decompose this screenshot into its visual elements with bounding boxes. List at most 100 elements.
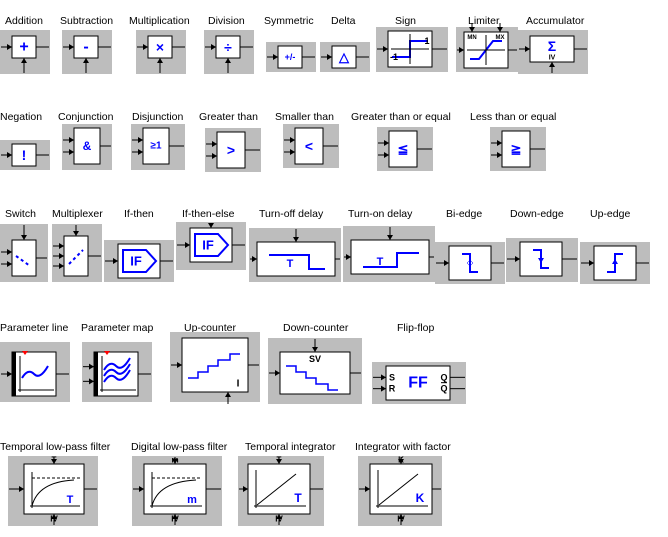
limiter-block[interactable]: MN MX — [456, 23, 518, 72]
parameter-line-block[interactable] — [0, 342, 70, 402]
flip-flop-ff: FF — [408, 375, 428, 392]
sign-tick-bottom: -1 — [390, 52, 398, 62]
negation-label: Negation — [0, 111, 43, 123]
disjunction-symbol: ≥1 — [150, 141, 161, 152]
multiplexer-label: Multiplexer — [52, 208, 103, 220]
negation-block[interactable]: ! — [0, 140, 50, 170]
turn-on-delay-block[interactable]: T — [343, 226, 435, 282]
less-equal-block[interactable]: ≧ — [490, 127, 546, 171]
flip-flop-q: Q — [440, 372, 447, 382]
temporal-lowpass-label: Temporal low-pass filter — [0, 441, 111, 453]
multiplication-block[interactable]: × — [136, 30, 186, 74]
disjunction-diagram: ≥1 — [131, 124, 185, 170]
flip-flop-r: R — [389, 384, 396, 394]
up-counter-block[interactable]: I — [170, 332, 260, 404]
integrator-factor-top: K — [398, 456, 404, 465]
negation-symbol: ! — [22, 147, 27, 163]
delta-symbol: △ — [338, 50, 350, 65]
down-counter-diagram: SV — [268, 338, 362, 404]
digital-lowpass-top: m — [171, 456, 178, 465]
division-symbol: ÷ — [224, 39, 232, 55]
bi-edge-label: Bi-edge — [446, 208, 483, 220]
less-equal-symbol: ≧ — [511, 142, 522, 157]
addition-label: Addition — [5, 15, 43, 27]
if-then-block[interactable]: IF — [104, 240, 174, 282]
smaller-than-block[interactable]: < — [283, 124, 339, 168]
limiter-mx: MX — [496, 35, 505, 41]
accumulator-sub: IV — [549, 55, 556, 62]
conjunction-symbol: & — [83, 139, 92, 153]
subtraction-diagram: - — [62, 30, 112, 74]
turn-off-delay-block[interactable]: T — [249, 228, 341, 282]
greater-than-label: Greater than — [199, 111, 258, 123]
turn-off-delay-diagram: T — [249, 228, 341, 282]
down-edge-block[interactable] — [506, 238, 578, 282]
turn-off-delay-label: Turn-off delay — [259, 208, 324, 220]
turn-on-delay-diagram: T — [343, 226, 435, 282]
parameter-map-label: Parameter map — [81, 322, 154, 334]
sigma-icon: Σ — [548, 38, 556, 54]
subtraction-label: Subtraction — [60, 15, 114, 27]
parameter-line-label: Parameter line — [0, 322, 69, 334]
multiplexer-diagram — [52, 224, 102, 282]
if-then-else-block[interactable]: IF — [176, 222, 246, 270]
digital-lowpass-block[interactable]: m m IV — [132, 456, 222, 526]
subtraction-block[interactable]: - — [62, 30, 112, 74]
smaller-than-symbol: < — [305, 138, 313, 154]
multiplication-diagram: × — [136, 30, 186, 74]
division-block[interactable]: ÷ — [204, 30, 254, 74]
up-edge-block[interactable] — [580, 242, 650, 284]
integrator-factor-diagram: K K IV — [358, 456, 442, 526]
integrator-factor-symbol: K — [416, 491, 425, 505]
if-then-else-diagram: IF — [176, 222, 246, 270]
sign-block[interactable]: 1 -1 — [376, 27, 448, 72]
down-counter-block[interactable]: SV — [268, 338, 362, 404]
disjunction-label: Disjunction — [132, 111, 184, 123]
division-diagram: ÷ — [204, 30, 254, 74]
if-then-diagram: IF — [104, 240, 174, 282]
switch-diagram — [0, 224, 48, 282]
greater-equal-block[interactable]: ≦ — [377, 127, 433, 171]
flip-flop-diagram: FF SR QQ — [372, 362, 466, 404]
sign-tick-top: 1 — [424, 36, 429, 46]
symmetric-symbol: +/- — [285, 52, 296, 62]
bi-edge-diagram — [435, 242, 505, 284]
less-equal-label: Less than or equal — [470, 111, 557, 123]
if-then-else-label: If-then-else — [182, 208, 235, 220]
smaller-than-label: Smaller than — [275, 111, 334, 123]
symmetric-diagram: +/- — [266, 42, 316, 72]
if-then-if-text: IF — [130, 254, 142, 269]
disjunction-block[interactable]: ≥1 — [131, 124, 185, 170]
multiplexer-block[interactable] — [52, 224, 102, 282]
parameter-map-block[interactable] — [82, 342, 152, 402]
division-label: Division — [208, 15, 245, 27]
multiplication-label: Multiplication — [129, 15, 190, 27]
up-edge-label: Up-edge — [590, 208, 631, 220]
symmetric-label: Symmetric — [264, 15, 314, 27]
less-equal-diagram: ≧ — [490, 127, 546, 171]
temporal-integrator-symbol: T — [294, 491, 302, 505]
greater-than-block[interactable]: > — [205, 128, 261, 172]
flip-flop-block[interactable]: FF S R Q Q — [372, 362, 466, 404]
parameter-map-diagram — [82, 342, 152, 402]
temporal-integrator-sub: IV — [275, 515, 283, 524]
bi-edge-block[interactable] — [435, 242, 505, 284]
delta-block[interactable]: △ — [320, 42, 370, 72]
temporal-integrator-label: Temporal integrator — [245, 441, 336, 453]
switch-block[interactable] — [0, 224, 48, 282]
temporal-lowpass-block[interactable]: T T IV — [8, 456, 98, 526]
integrator-factor-sub: IV — [397, 515, 405, 524]
symmetric-block[interactable]: +/- — [266, 42, 316, 72]
parameter-line-diagram — [0, 342, 70, 402]
addition-block[interactable]: + — [0, 30, 50, 74]
flip-flop-qbar: Q — [440, 384, 447, 394]
integrator-factor-block[interactable]: K K IV — [358, 456, 442, 526]
temporal-lowpass-diagram: T T IV — [8, 456, 98, 526]
limiter-diagram: MN MX — [456, 23, 518, 72]
greater-equal-label: Greater than or equal — [351, 111, 451, 123]
temporal-integrator-block[interactable]: T T IV — [238, 456, 324, 526]
greater-equal-symbol: ≦ — [398, 142, 409, 157]
conjunction-block[interactable]: & — [62, 124, 112, 170]
accumulator-block[interactable]: Σ IV — [518, 30, 588, 74]
temporal-lowpass-symbol: T — [67, 494, 74, 506]
